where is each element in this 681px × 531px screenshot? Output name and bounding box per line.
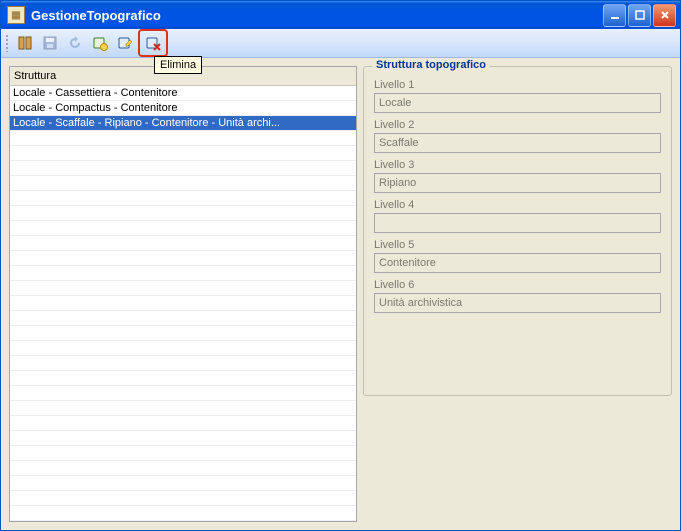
levels-container: Livello 1 Livello 2 Livello 3 Livello 4 Live… [374,79,661,313]
struttura-list: Struttura Locale - Cassettiera - Conteni… [9,66,357,522]
level-input[interactable] [374,253,661,273]
struttura-groupbox: Struttura topografico Livello 1Livello 2… [363,66,672,396]
close-button[interactable] [653,4,676,27]
level-label: Livello 6 [374,279,661,291]
toolbar-btn-open[interactable] [13,31,37,55]
window-controls [603,4,676,27]
toolbar-btn-save [38,31,62,55]
detail-panel: Struttura topografico Livello 1Livello 2… [363,66,672,522]
struttura-list-body[interactable]: Locale - Cassettiera - ContenitoreLocale… [10,86,356,521]
toolbar-btn-delete-highlight [138,29,168,57]
tooltip-elimina: Elimina [154,56,202,74]
toolbar-grip [5,34,9,52]
level-label: Livello 2 [374,119,661,131]
toolbar-btn-new[interactable] [88,31,112,55]
titlebar: ▦ GestioneTopografico [1,1,680,29]
level-label: Livello 1 [374,79,661,91]
groupbox-title: Struttura topografico [372,59,490,71]
list-item[interactable]: Locale - Scaffale - Ripiano - Contenitor… [10,116,356,131]
toolbar-btn-edit[interactable] [113,31,137,55]
list-item[interactable]: Locale - Compactus - Contenitore [10,101,356,116]
app-icon: ▦ [7,6,25,24]
list-item[interactable]: Locale - Cassettiera - Contenitore [10,86,356,101]
level-label: Livello 5 [374,239,661,251]
maximize-button[interactable] [628,4,651,27]
toolbar: Elimina [1,29,680,58]
window-title: GestioneTopografico [31,8,603,23]
toolbar-btn-delete[interactable] [141,31,165,55]
level-label: Livello 3 [374,159,661,171]
client-area: Struttura Locale - Cassettiera - Conteni… [1,58,680,530]
level-input[interactable] [374,173,661,193]
level-label: Livello 4 [374,199,661,211]
level-input[interactable] [374,93,661,113]
minimize-button[interactable] [603,4,626,27]
level-input[interactable] [374,293,661,313]
app-window: ▦ GestioneTopografico [0,0,681,531]
level-input[interactable] [374,133,661,153]
toolbar-btn-refresh [63,31,87,55]
level-input[interactable] [374,213,661,233]
